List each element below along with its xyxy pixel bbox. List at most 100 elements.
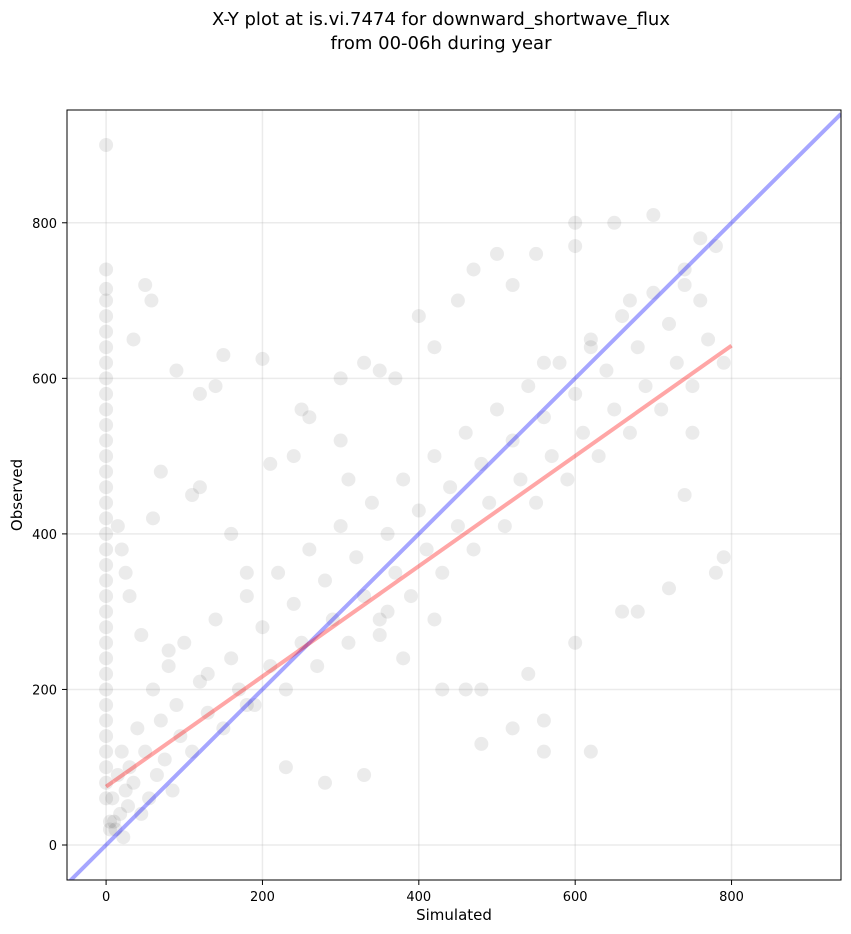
data-point bbox=[560, 472, 575, 487]
x-tick-label: 200 bbox=[250, 890, 275, 905]
data-point bbox=[169, 698, 184, 712]
data-point bbox=[427, 340, 442, 355]
data-point bbox=[380, 604, 395, 619]
data-point bbox=[325, 612, 340, 627]
data-point bbox=[99, 775, 114, 790]
one-to-one-line bbox=[68, 112, 841, 880]
data-point bbox=[396, 472, 411, 487]
data-point bbox=[200, 666, 215, 681]
data-point bbox=[271, 565, 286, 580]
data-point bbox=[427, 612, 442, 627]
data-point bbox=[357, 355, 372, 370]
data-point bbox=[99, 713, 114, 728]
data-point bbox=[192, 480, 207, 495]
data-point bbox=[693, 231, 708, 246]
data-point bbox=[333, 433, 348, 448]
data-point bbox=[224, 651, 239, 666]
data-point bbox=[99, 635, 114, 650]
data-point bbox=[224, 526, 239, 541]
data-point bbox=[99, 620, 114, 635]
data-point bbox=[294, 402, 309, 417]
x-tick-label: 400 bbox=[406, 890, 431, 905]
data-point bbox=[568, 239, 583, 254]
data-point bbox=[583, 340, 598, 355]
data-point bbox=[120, 799, 135, 814]
fit-line bbox=[104, 344, 733, 789]
data-point bbox=[615, 604, 630, 619]
data-point bbox=[716, 550, 731, 565]
data-point bbox=[419, 542, 434, 557]
data-point bbox=[134, 806, 149, 821]
data-point bbox=[165, 783, 180, 798]
data-point bbox=[126, 775, 141, 790]
data-point bbox=[192, 674, 207, 689]
data-point bbox=[122, 760, 137, 775]
data-point bbox=[466, 542, 481, 557]
data-point bbox=[216, 348, 231, 362]
data-point bbox=[177, 635, 192, 650]
data-point bbox=[685, 379, 700, 394]
data-point bbox=[99, 138, 114, 152]
data-point bbox=[372, 628, 387, 642]
data-point bbox=[357, 589, 372, 604]
data-point bbox=[116, 830, 131, 845]
data-point bbox=[278, 682, 293, 697]
data-point bbox=[169, 363, 184, 378]
data-point bbox=[122, 589, 137, 604]
data-point bbox=[99, 573, 114, 588]
y-tick-label: 0 bbox=[49, 839, 57, 854]
data-point bbox=[130, 721, 145, 736]
data-point bbox=[99, 682, 114, 697]
data-point bbox=[536, 713, 551, 728]
data-point bbox=[239, 565, 254, 580]
data-point bbox=[138, 278, 153, 292]
data-point bbox=[113, 806, 128, 821]
x-tick-label: 0 bbox=[102, 890, 110, 905]
data-point bbox=[716, 355, 731, 370]
data-point bbox=[544, 449, 559, 464]
x-axis-ticks: 0 200 400 600 800 bbox=[102, 880, 744, 905]
data-point bbox=[474, 736, 489, 751]
data-point bbox=[99, 402, 114, 417]
x-tick-label: 600 bbox=[563, 890, 588, 905]
data-point bbox=[529, 495, 544, 510]
data-point bbox=[404, 589, 418, 604]
data-point bbox=[396, 651, 411, 666]
data-point bbox=[341, 472, 356, 487]
data-point bbox=[677, 488, 692, 502]
data-point bbox=[599, 363, 614, 378]
data-point bbox=[99, 309, 114, 324]
data-point bbox=[333, 371, 348, 386]
data-point bbox=[126, 332, 141, 347]
data-point bbox=[669, 355, 684, 370]
data-point bbox=[310, 659, 325, 674]
data-point bbox=[505, 433, 520, 448]
data-point bbox=[110, 519, 125, 534]
data-point bbox=[568, 635, 583, 650]
data-point bbox=[630, 604, 645, 619]
data-point bbox=[192, 386, 207, 401]
data-point bbox=[99, 433, 114, 448]
data-point bbox=[607, 215, 622, 230]
data-point bbox=[474, 682, 489, 697]
data-point bbox=[497, 519, 512, 534]
data-point bbox=[153, 464, 168, 479]
data-point bbox=[482, 495, 497, 510]
data-point bbox=[99, 324, 114, 339]
data-point bbox=[677, 262, 692, 277]
data-point bbox=[99, 589, 114, 604]
data-point bbox=[99, 511, 114, 526]
data-point bbox=[411, 503, 426, 518]
data-point bbox=[529, 246, 544, 261]
data-point bbox=[662, 581, 676, 596]
data-point bbox=[99, 666, 114, 681]
data-point bbox=[103, 814, 117, 829]
data-point bbox=[232, 682, 246, 697]
data-point bbox=[255, 620, 270, 635]
y-tick-label: 200 bbox=[32, 683, 57, 698]
data-point bbox=[99, 281, 114, 296]
data-point bbox=[411, 309, 426, 324]
data-point bbox=[99, 371, 114, 386]
data-point bbox=[134, 628, 149, 642]
data-point bbox=[99, 526, 114, 541]
